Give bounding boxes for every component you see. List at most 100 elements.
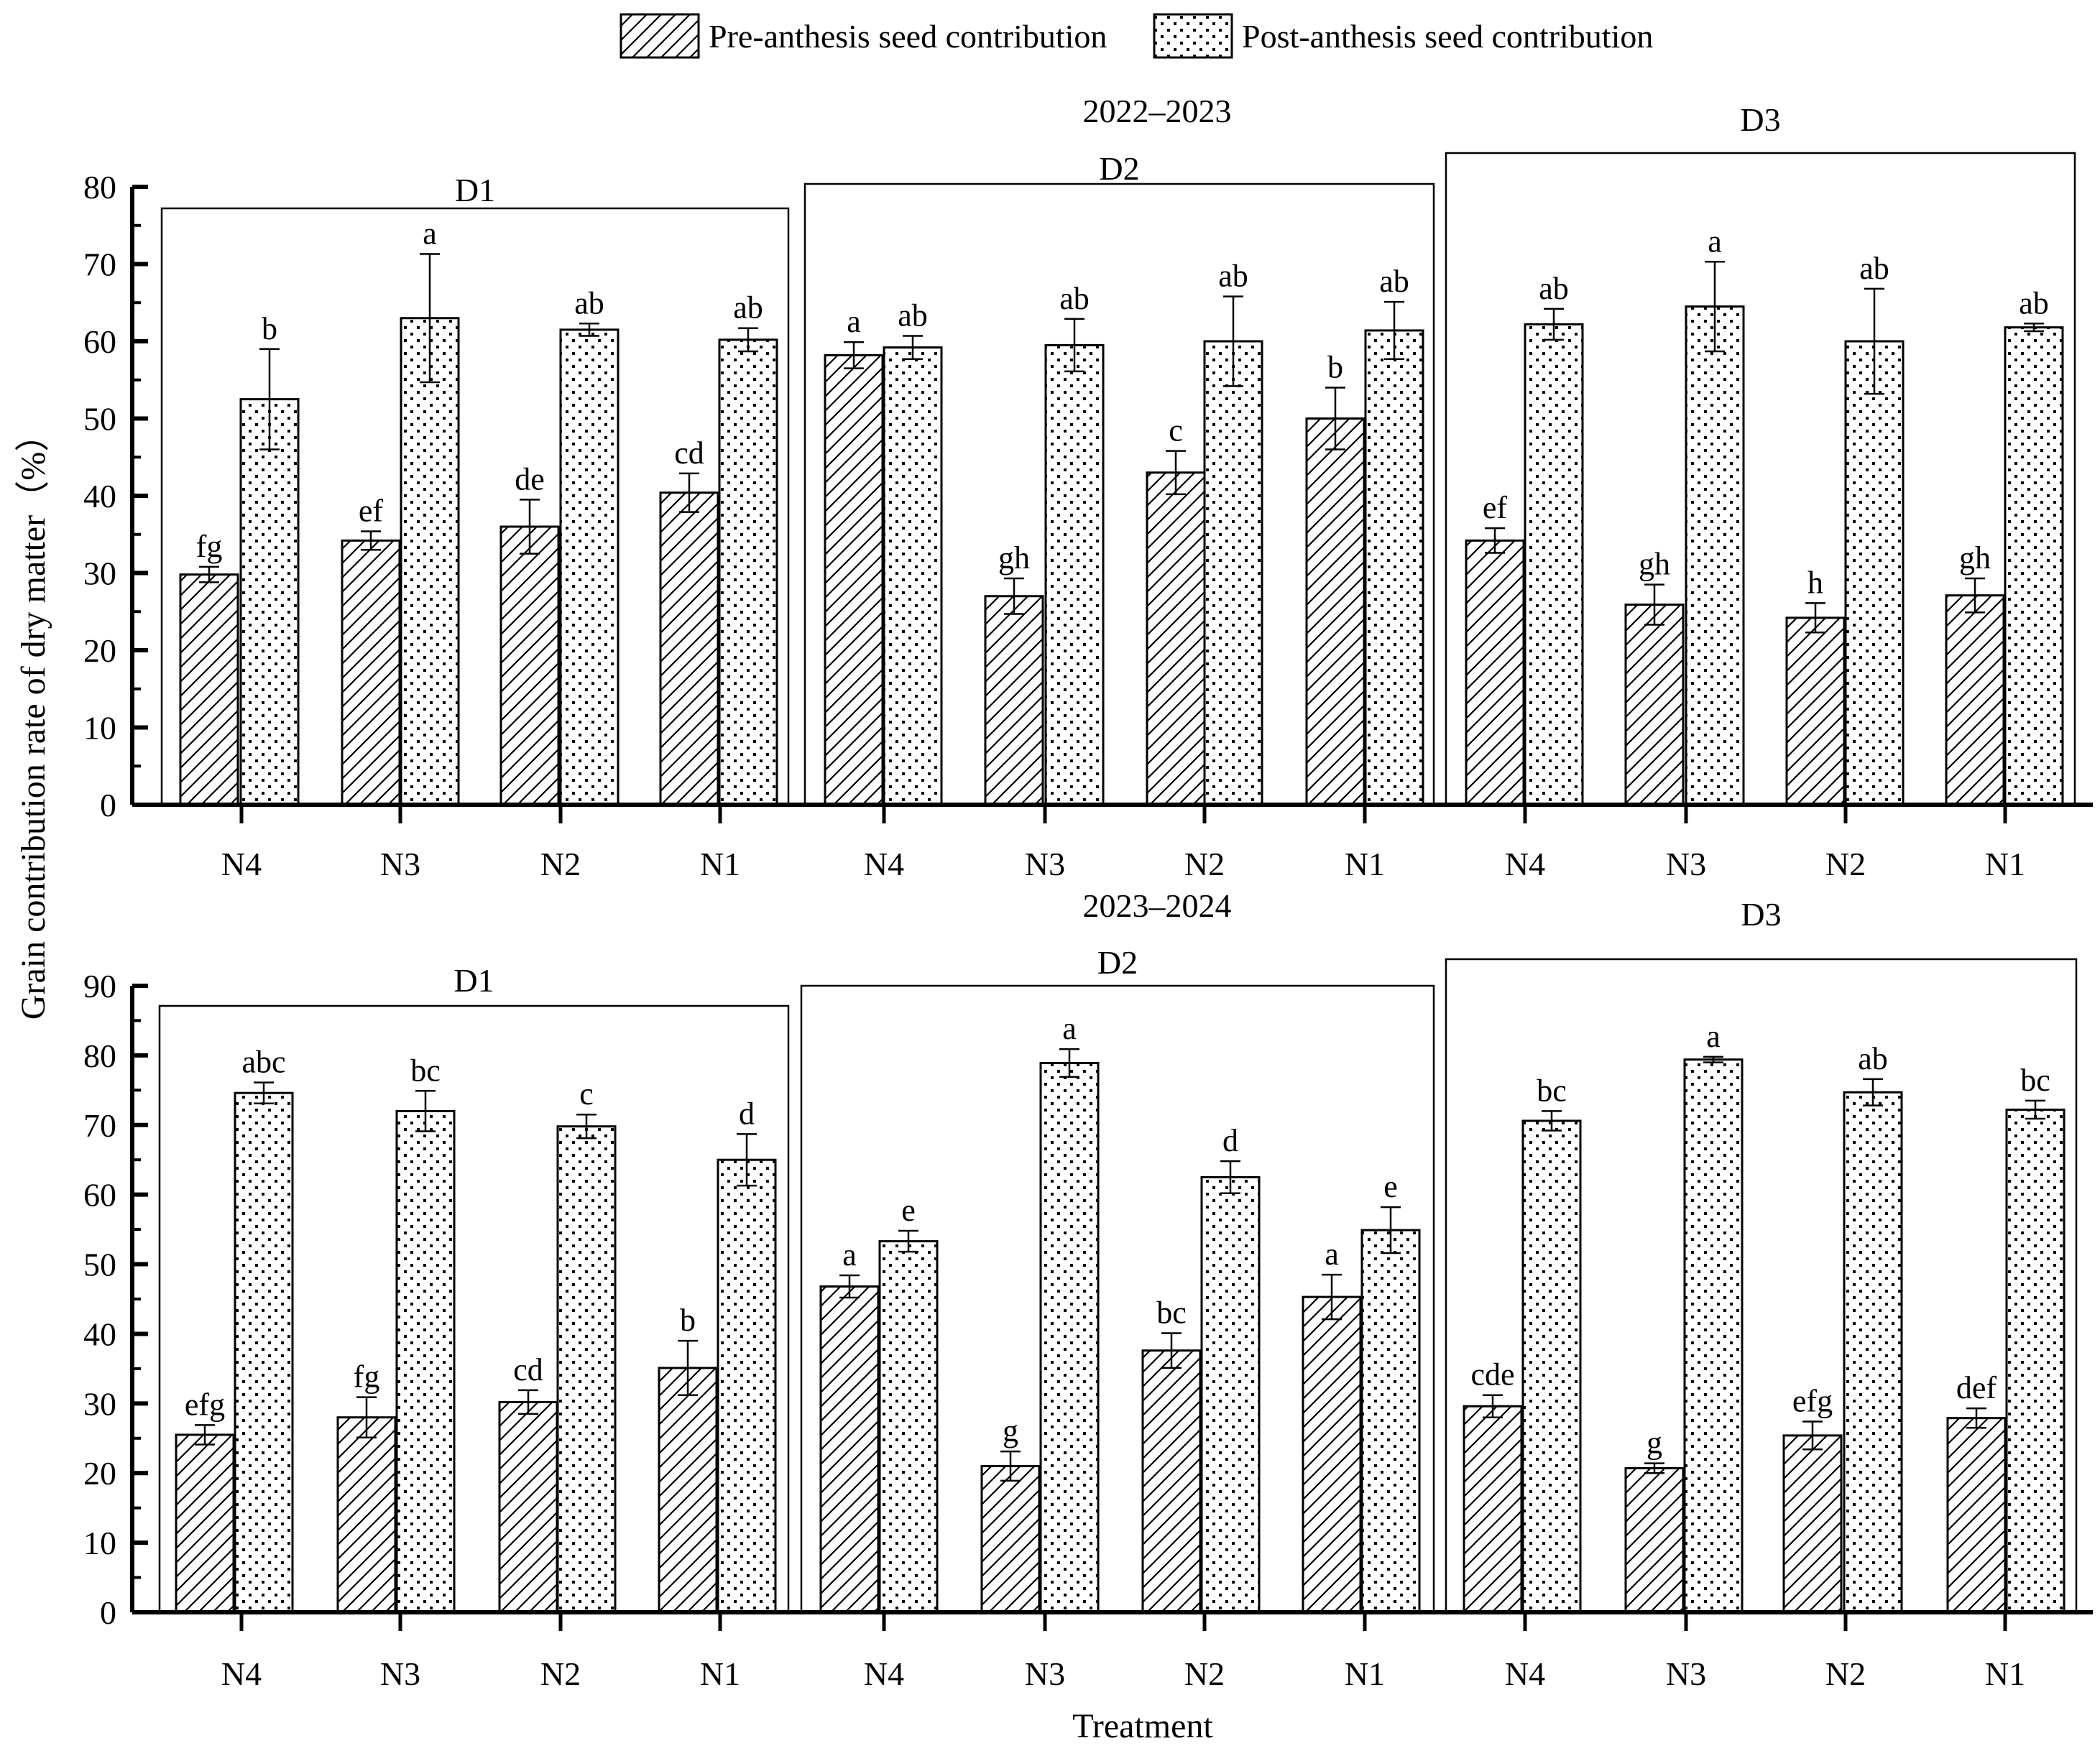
significance-letter: b <box>262 311 277 346</box>
y-tick-label: 60 <box>83 323 116 360</box>
significance-letter: bc <box>410 1053 441 1088</box>
significance-letter: d <box>1222 1123 1238 1158</box>
significance-letter: ef <box>1483 490 1508 525</box>
bar-post-d3-n4 <box>1521 1119 1582 1614</box>
bar-post-d3-n2 <box>1843 1091 1903 1614</box>
significance-letter: bc <box>1156 1295 1187 1330</box>
significance-letter: gh <box>1959 540 1991 576</box>
x-tick-label: N4 <box>864 846 904 882</box>
bar-post-d2-n3 <box>1039 1062 1100 1614</box>
bar-pre-d3-n1 <box>1945 594 2005 806</box>
panels: 2022–2023 D1 D2 D3 0 10 20 30 40 50 60 70 80 fg b N4 ef a… <box>83 93 2093 1692</box>
significance-letter: a <box>1062 1011 1077 1046</box>
bar-post-d1-n3 <box>400 317 460 806</box>
panel-1: 2022–2023 D1 D2 D3 0 10 20 30 40 50 60 70 80 fg b N4 ef a… <box>83 93 2093 882</box>
bar-post-d1-n1 <box>717 1158 777 1614</box>
panel-title: 2022–2023 <box>1083 93 1232 129</box>
y-tick-label: 0 <box>100 1594 116 1631</box>
legend-swatch-pre <box>620 13 700 59</box>
significance-letter: gh <box>1639 547 1670 582</box>
legend: Pre-anthesis seed contribution Post-anth… <box>620 13 1653 59</box>
x-tick-label: N4 <box>1505 846 1545 882</box>
significance-letter: d <box>739 1096 755 1131</box>
significance-letter: c <box>1169 413 1183 448</box>
bar-pre-d1-n4 <box>175 1433 235 1614</box>
bar-pre-d2-n4 <box>824 353 884 806</box>
significance-letter: bc <box>1537 1073 1567 1108</box>
significance-letter: ab <box>2019 285 2049 320</box>
bar-post-d2-n1 <box>1360 1229 1421 1614</box>
x-axis-label: Treatment <box>1072 1707 1213 1745</box>
y-tick-label: 70 <box>83 1107 116 1144</box>
y-tick-label: 50 <box>83 401 116 438</box>
significance-letter: c <box>579 1076 594 1112</box>
legend-swatch-post <box>1153 13 1233 59</box>
bar-pre-d2-n3 <box>980 1465 1041 1614</box>
x-tick-label: N3 <box>1666 846 1706 882</box>
significance-letter: b <box>1327 350 1343 385</box>
y-tick-label: 80 <box>83 169 116 205</box>
bar-post-d2-n2 <box>1200 1175 1261 1614</box>
bar-pre-d1-n4 <box>179 573 239 806</box>
x-tick-label: N1 <box>1985 1655 2025 1692</box>
bar-post-d3-n2 <box>1844 340 1905 806</box>
bar-post-d3-n3 <box>1685 305 1745 806</box>
x-tick-label: N4 <box>221 846 262 882</box>
bar-post-d2-n1 <box>1364 329 1424 806</box>
significance-letter: cd <box>513 1352 543 1387</box>
significance-letter: g <box>1003 1413 1018 1448</box>
bar-pre-d3-n4 <box>1463 1405 1523 1614</box>
x-tick-label: N2 <box>1825 846 1866 882</box>
significance-letter: gh <box>998 540 1030 576</box>
bar-post-d3-n3 <box>1683 1058 1744 1614</box>
group-label-d3: D3 <box>1741 896 1781 933</box>
y-tick-label: 30 <box>83 555 116 592</box>
bar-pre-d3-n3 <box>1624 604 1685 806</box>
bar-post-d3-n4 <box>1524 323 1584 806</box>
bar-post-d2-n2 <box>1203 340 1263 806</box>
y-axis-label: Grain contribution rate of dry matter（%） <box>14 417 52 1020</box>
x-tick-label: N3 <box>1666 1655 1706 1692</box>
y-tick-label: 20 <box>83 632 116 669</box>
significance-letter: fg <box>196 529 223 564</box>
y-tick-label: 0 <box>100 787 116 823</box>
x-tick-label: N4 <box>221 1655 262 1692</box>
x-tick-label: N1 <box>700 1655 740 1692</box>
y-tick-label: 90 <box>83 968 116 1004</box>
bar-pre-d1-n2 <box>499 525 560 806</box>
significance-letter: h <box>1807 565 1823 600</box>
bar-pre-d3-n4 <box>1465 539 1525 806</box>
significance-letter: ab <box>1379 264 1409 299</box>
significance-letter: ab <box>898 297 928 333</box>
legend-label-post: Post-anthesis seed contribution <box>1242 18 1653 55</box>
bar-pre-d1-n1 <box>659 491 719 806</box>
x-tick-label: N3 <box>380 846 420 882</box>
significance-letter: de <box>515 461 545 496</box>
significance-letter: a <box>1325 1237 1339 1272</box>
significance-letter: ab <box>733 290 763 325</box>
bar-pre-d3-n2 <box>1782 1434 1843 1614</box>
y-tick-label: 10 <box>83 1525 116 1561</box>
y-tick-label: 40 <box>83 1316 116 1352</box>
bar-post-d1-n4 <box>239 398 300 806</box>
significance-letter: ab <box>1218 259 1248 294</box>
x-tick-label: N2 <box>540 1655 581 1692</box>
group-label-d2: D2 <box>1097 944 1138 981</box>
x-tick-label: N1 <box>1345 846 1385 882</box>
significance-letter: a <box>842 1237 857 1272</box>
y-tick-label: 50 <box>83 1247 116 1283</box>
x-tick-label: N1 <box>1985 846 2025 882</box>
bar-pre-d3-n3 <box>1624 1466 1685 1614</box>
bar-post-d1-n2 <box>559 328 620 806</box>
bar-pre-d2-n4 <box>819 1285 880 1614</box>
bar-pre-d2-n2 <box>1146 471 1206 806</box>
significance-letter: bc <box>2020 1063 2050 1098</box>
significance-letter: a <box>423 216 437 251</box>
significance-letter: ab <box>1059 281 1090 316</box>
significance-letter: ab <box>1539 271 1569 306</box>
x-tick-label: N4 <box>864 1655 904 1692</box>
bar-pre-d2-n2 <box>1141 1349 1202 1614</box>
x-tick-label: N2 <box>540 846 581 882</box>
significance-letter: ab <box>574 285 604 320</box>
